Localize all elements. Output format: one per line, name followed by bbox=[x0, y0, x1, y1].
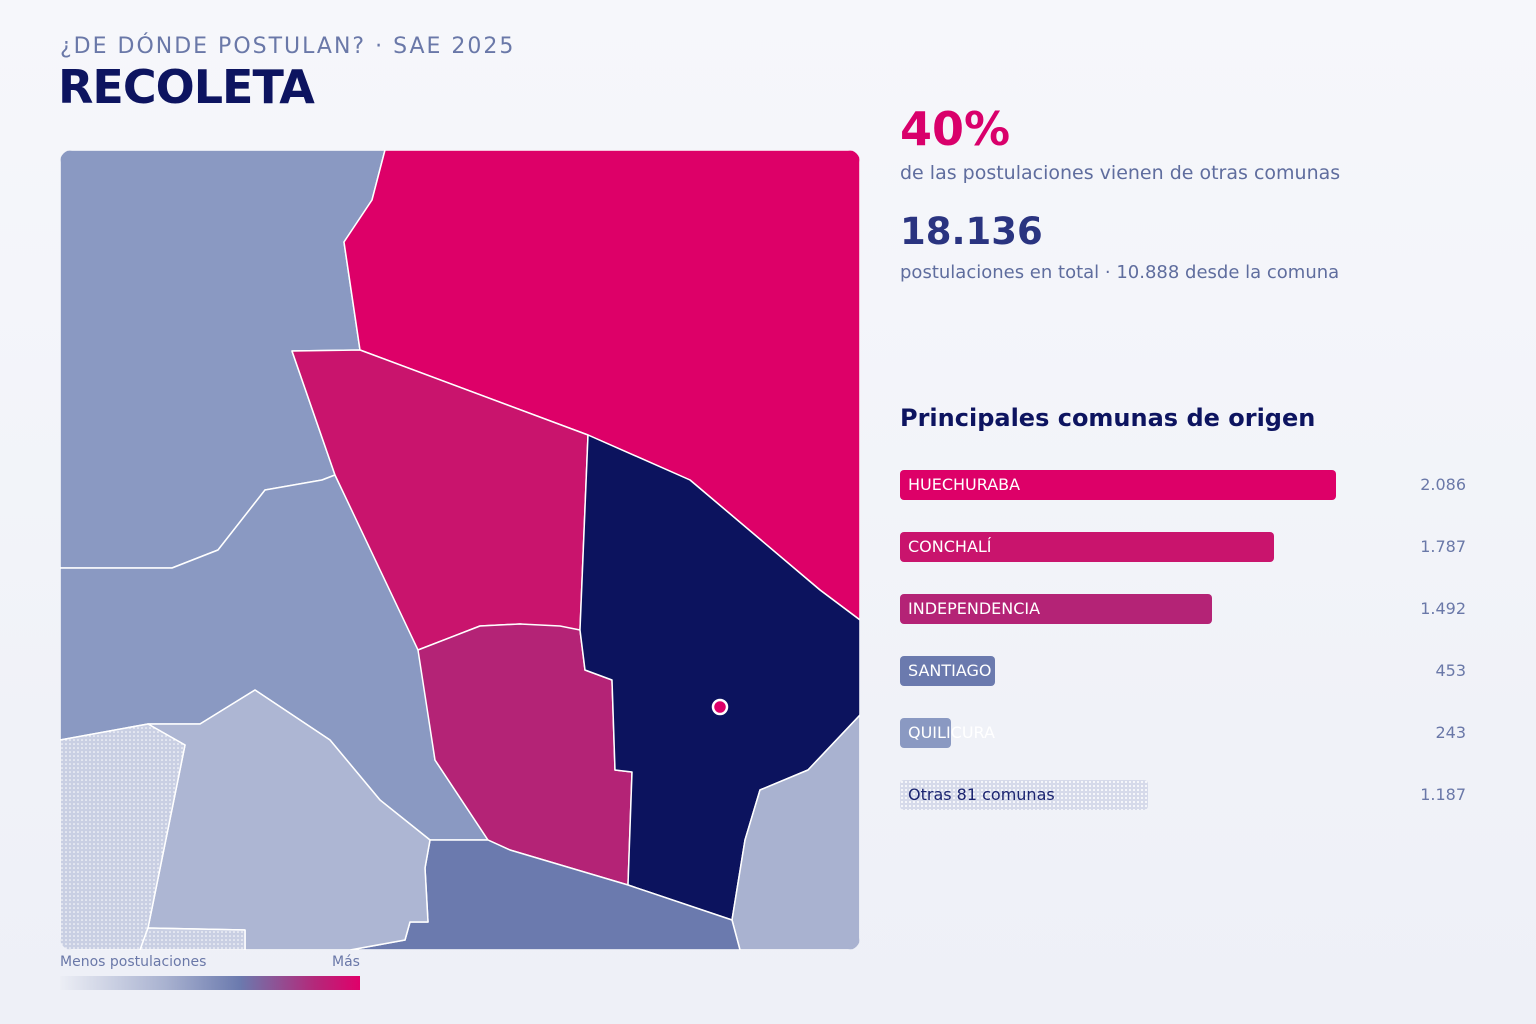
origin-row[interactable]: Otras 81 comunas 1.187 bbox=[900, 780, 1466, 810]
total-applications-label: postulaciones en total · 10.888 desde la… bbox=[900, 262, 1340, 283]
origin-value: 1.187 bbox=[1420, 785, 1466, 804]
page-kicker: ¿DE DÓNDE POSTULAN? · SAE 2025 bbox=[60, 34, 516, 59]
region-bottom-strip[interactable] bbox=[139, 927, 246, 950]
origin-label: INDEPENDENCIA bbox=[908, 599, 1041, 618]
origin-row[interactable]: CONCHALÍ 1.787 bbox=[900, 532, 1466, 562]
origin-bar bbox=[900, 656, 995, 686]
outside-percent: 40% bbox=[900, 102, 1011, 156]
legend-gradient bbox=[60, 976, 360, 990]
origin-bar bbox=[900, 718, 951, 748]
origin-bar bbox=[900, 470, 1336, 500]
region-southeast[interactable] bbox=[731, 714, 860, 950]
origin-label: SANTIAGO bbox=[908, 661, 992, 680]
choropleth-map[interactable] bbox=[60, 150, 860, 950]
origin-bar bbox=[900, 780, 1148, 810]
origin-value: 1.492 bbox=[1420, 599, 1466, 618]
origin-value: 243 bbox=[1435, 723, 1466, 742]
legend-high-label: Más bbox=[332, 954, 360, 970]
origin-row[interactable]: QUILICURA 243 bbox=[900, 718, 1466, 748]
origin-row[interactable]: HUECHURABA 2.086 bbox=[900, 470, 1466, 500]
legend-low-label: Menos postulaciones bbox=[60, 954, 207, 970]
origin-bar bbox=[900, 532, 1274, 562]
origin-row[interactable]: INDEPENDENCIA 1.492 bbox=[900, 594, 1466, 624]
page-title: RECOLETA bbox=[58, 60, 315, 114]
outside-percent-label: de las postulaciones vienen de otras com… bbox=[900, 162, 1341, 184]
origin-label: HUECHURABA bbox=[908, 475, 1021, 494]
origin-value: 2.086 bbox=[1420, 475, 1466, 494]
origin-label: CONCHALÍ bbox=[908, 537, 992, 556]
recoleta-marker[interactable] bbox=[711, 698, 729, 716]
origin-bar bbox=[900, 594, 1212, 624]
origin-label: Otras 81 comunas bbox=[908, 785, 1055, 804]
origin-label: QUILICURA bbox=[908, 723, 995, 742]
total-applications: 18.136 bbox=[900, 210, 1043, 253]
origins-title: Principales comunas de origen bbox=[900, 404, 1316, 432]
origin-value: 1.787 bbox=[1420, 537, 1466, 556]
origin-row[interactable]: SANTIAGO 453 bbox=[900, 656, 1466, 686]
origin-value: 453 bbox=[1435, 661, 1466, 680]
